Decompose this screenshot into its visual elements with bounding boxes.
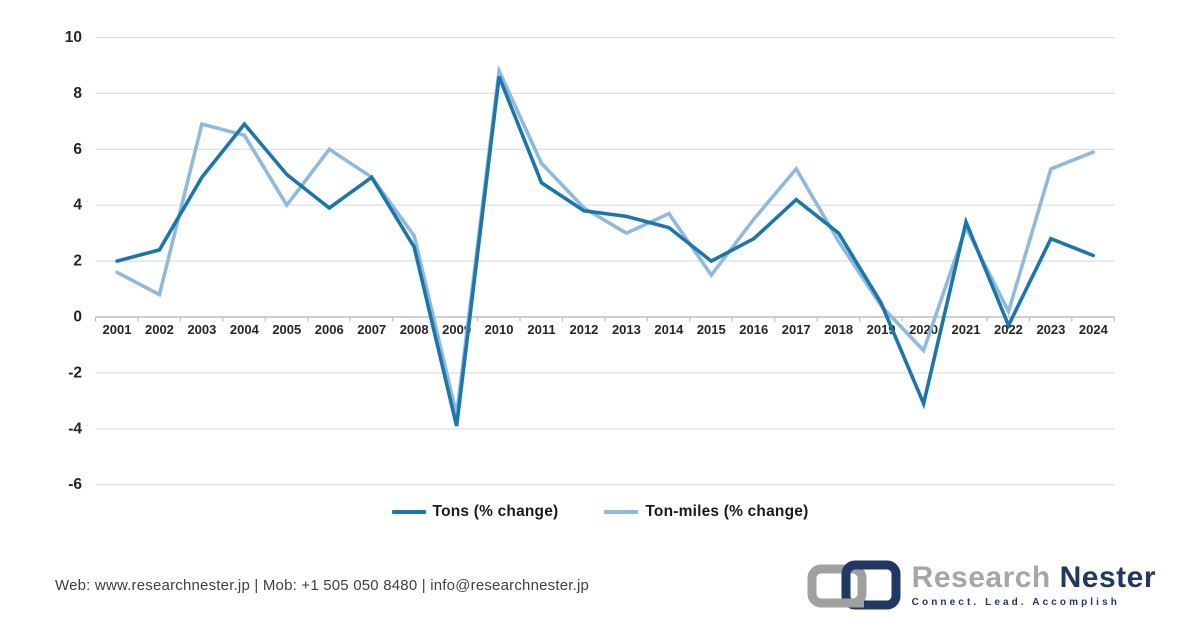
- x-axis-label-2011: 2011: [527, 322, 555, 337]
- ton-miles-line-swatch-icon: [604, 510, 639, 514]
- x-axis-label-2015: 2015: [697, 322, 726, 337]
- ton-miles-change-series-line: [115, 64, 1096, 416]
- brand-nester: Nester: [1059, 560, 1156, 594]
- footer: Web: www.researchnester.jp | Mob: +1 505…: [0, 550, 1200, 620]
- x-axis-label-2004: 2004: [230, 322, 260, 337]
- logo-text: Research Nester Connect. Lead. Accomplis…: [911, 560, 1156, 608]
- y-axis-label--4: -4: [68, 420, 82, 437]
- brand-tagline: Connect. Lead. Accomplish: [911, 596, 1120, 608]
- x-axis-label-2024: 2024: [1079, 322, 1109, 337]
- x-axis-label-2010: 2010: [485, 322, 514, 337]
- legend-label-tons: Tons (% change): [432, 503, 559, 520]
- x-axis-label-2018: 2018: [824, 322, 853, 337]
- chain-links-icon: [807, 560, 901, 610]
- tons-change-series-line: [115, 75, 1096, 427]
- x-axis-label-2014: 2014: [654, 322, 684, 337]
- y-axis-label--6: -6: [68, 476, 82, 493]
- x-axis-label-2001: 2001: [103, 322, 132, 337]
- legend-item-tons: Tons (% change): [391, 503, 559, 521]
- legend-item-ton-miles: Ton-miles (% change): [604, 503, 808, 521]
- brand-name: Research Nester: [911, 560, 1156, 594]
- y-axis-label-6: 6: [73, 141, 82, 158]
- x-axis-label-2007: 2007: [357, 322, 386, 337]
- y-axis-label-8: 8: [73, 85, 82, 102]
- x-axis-label-2005: 2005: [272, 322, 301, 337]
- x-axis-label-2006: 2006: [315, 322, 344, 337]
- chart-legend: Tons (% change) Ton-miles (% change): [0, 499, 1200, 525]
- brand-research: Research: [911, 560, 1051, 594]
- y-axis-label-10: 10: [65, 29, 82, 46]
- x-axis-label-2017: 2017: [782, 322, 811, 337]
- x-axis-label-2003: 2003: [187, 322, 216, 337]
- tons-line-swatch-icon: [391, 510, 426, 514]
- trend-line-chart: 10 8 6 4 2 0 -2 -4 -6 2001 2002 2003 2004 2005 2006 200…: [65, 29, 1115, 493]
- y-axis-label-4: 4: [73, 197, 82, 214]
- x-axis-label-2016: 2016: [739, 322, 768, 337]
- x-axis-label-2012: 2012: [569, 322, 598, 337]
- x-axis-label-2013: 2013: [612, 322, 641, 337]
- x-axis-label-2009: 2009: [442, 322, 471, 337]
- y-axis-label-2: 2: [73, 253, 82, 270]
- x-axis-label-2002: 2002: [145, 322, 174, 337]
- chart-canvas: 10 8 6 4 2 0 -2 -4 -6 2001 2002 2003 2004 2005 2006 200…: [65, 29, 1115, 493]
- legend-label-ton-miles: Ton-miles (% change): [645, 503, 809, 520]
- y-axis-label--2: -2: [68, 364, 82, 381]
- contact-info: Web: www.researchnester.jp | Mob: +1 505…: [55, 576, 590, 594]
- x-axis-label-2023: 2023: [1036, 322, 1065, 337]
- y-axis-label-0: 0: [73, 309, 82, 326]
- x-axis-label-2008: 2008: [400, 322, 429, 337]
- x-axis-label-2021: 2021: [952, 322, 981, 337]
- x-axis-label-2019: 2019: [867, 322, 896, 337]
- research-nester-logo: Research Nester Connect. Lead. Accomplis…: [806, 558, 1156, 612]
